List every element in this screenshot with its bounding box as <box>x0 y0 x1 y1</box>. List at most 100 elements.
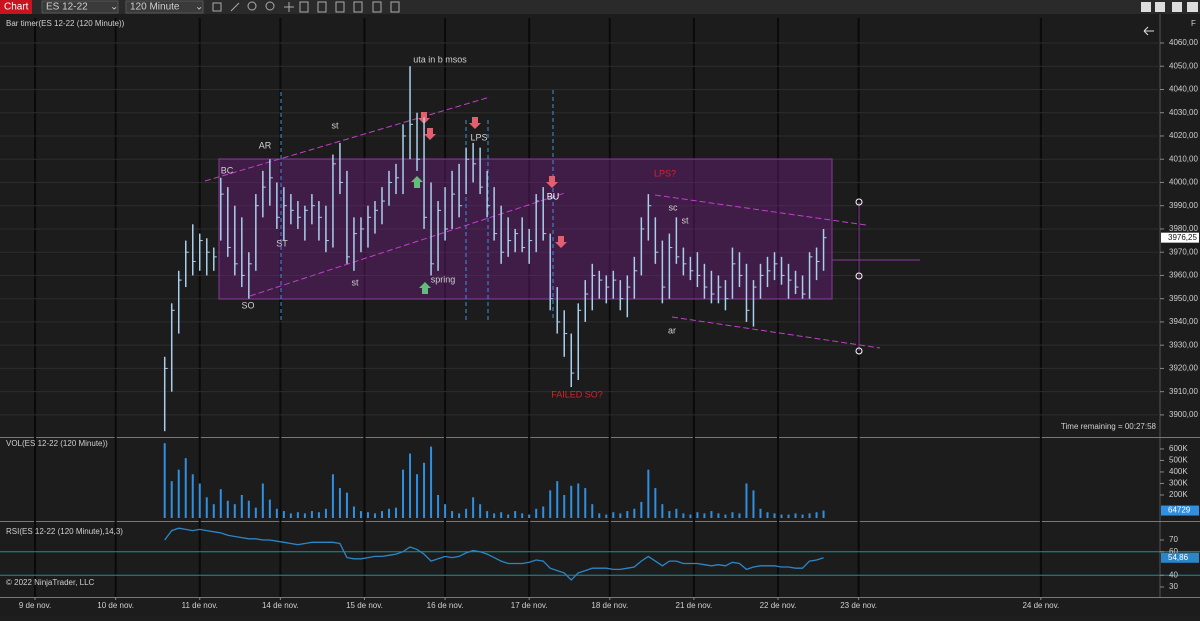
volume-bar <box>233 504 236 518</box>
anchor-point <box>855 347 863 355</box>
annotation: SO <box>241 300 254 310</box>
volume-bar <box>472 497 475 518</box>
instrument-label[interactable]: ES 12-22 <box>46 2 88 13</box>
tool-icons[interactable] <box>212 1 400 13</box>
volume-bar <box>682 513 685 518</box>
x-tick-label: 21 de nov. <box>676 601 713 610</box>
time-remaining: Time remaining = 00:27:58 <box>1061 422 1157 431</box>
trend-line <box>249 192 566 297</box>
volume-bar <box>444 504 447 518</box>
volume-bar <box>430 446 433 518</box>
current-value-label: 64729 <box>1168 506 1191 515</box>
interval-selector[interactable] <box>125 0 204 14</box>
volume-bar <box>514 511 517 518</box>
volume-bar <box>352 506 355 518</box>
trend-line <box>204 96 491 182</box>
volume-bar <box>212 504 215 518</box>
menu-button[interactable] <box>0 0 32 14</box>
current-value-box <box>1161 552 1199 563</box>
annotation: LPS? <box>654 168 676 178</box>
volume-bar <box>184 458 187 518</box>
tool-icon[interactable] <box>212 2 222 12</box>
volume-bar <box>177 469 180 518</box>
volume-bar <box>654 488 657 518</box>
buy-arrow <box>411 176 423 188</box>
volume-bar <box>787 514 790 518</box>
annotation: LPS <box>470 132 487 142</box>
close-button[interactable] <box>1187 2 1198 12</box>
tool-icon[interactable] <box>372 1 382 13</box>
volume-bar <box>465 508 468 518</box>
volume-bar <box>633 508 636 518</box>
volume-bar <box>619 513 622 518</box>
y-tick-label: 4010,00 <box>1169 154 1198 163</box>
volume-bar <box>591 504 594 518</box>
current-value-box <box>1161 232 1199 243</box>
volume-bar <box>556 481 559 518</box>
volume-bar <box>759 508 762 518</box>
volume-bar <box>409 453 412 518</box>
y-tick-label: 500K <box>1169 456 1188 465</box>
volume-bar <box>191 474 194 518</box>
volume-bar <box>261 483 264 518</box>
volume-bar <box>359 511 362 518</box>
dropdown-caret: ⌄ <box>195 2 203 13</box>
volume-bar <box>542 506 545 518</box>
minimize-button[interactable] <box>1141 2 1151 12</box>
x-tick-label: 23 de nov. <box>840 601 877 610</box>
instrument-selector[interactable] <box>41 0 119 14</box>
tool-icon[interactable] <box>335 1 345 13</box>
current-value-box <box>1161 505 1199 516</box>
volume-bar <box>458 513 461 518</box>
volume-bar <box>535 508 538 518</box>
tool-icon[interactable] <box>317 1 327 13</box>
y-tick-label: 40 <box>1169 570 1178 579</box>
volume-bar <box>296 512 299 518</box>
tool-icon[interactable] <box>299 1 309 13</box>
tool-icon[interactable] <box>390 1 400 13</box>
restore-button[interactable] <box>1172 2 1182 12</box>
copyright: © 2022 NinjaTrader, LLC <box>6 578 95 587</box>
tool-icon[interactable] <box>284 2 294 12</box>
volume-bar <box>486 511 489 518</box>
volume-bar <box>717 513 720 518</box>
tool-icon[interactable] <box>247 1 257 11</box>
menu-label[interactable]: Chart <box>4 2 29 13</box>
volume-bar <box>801 514 804 518</box>
volume-bar <box>745 483 748 518</box>
x-tick-label: 17 de nov. <box>511 601 548 610</box>
volume-bar <box>380 511 383 518</box>
interval-label[interactable]: 120 Minute <box>130 2 180 13</box>
tool-icon[interactable] <box>353 1 363 13</box>
panel-toggle[interactable]: F <box>1191 19 1196 28</box>
volume-bar <box>247 500 250 518</box>
volume-bar <box>423 462 426 518</box>
trend-line <box>671 316 881 349</box>
volume-bar <box>275 508 278 518</box>
tool-icon[interactable] <box>265 1 275 11</box>
back-arrow[interactable] <box>1143 26 1154 36</box>
volume-bar <box>738 513 741 518</box>
sell-arrow <box>546 176 558 188</box>
volume-bar <box>808 513 811 518</box>
tool-icon[interactable] <box>230 2 240 12</box>
annotation: st <box>681 215 689 225</box>
volume-bar <box>521 513 524 518</box>
annotation: st <box>351 277 359 287</box>
dropdown-caret: ⌄ <box>110 2 118 13</box>
volume-bar <box>282 511 285 518</box>
current-value-label: 54,86 <box>1168 553 1189 562</box>
y-tick-label: 200K <box>1169 490 1188 499</box>
sell-arrow <box>469 117 481 129</box>
volume-bar <box>479 504 482 518</box>
maximize-button[interactable] <box>1155 2 1165 12</box>
volume-bar <box>563 494 566 518</box>
range-box <box>218 158 833 300</box>
buy-arrow <box>419 282 431 294</box>
volume-bar <box>731 512 734 518</box>
volume-bar <box>794 513 797 518</box>
annotation: ar <box>668 325 676 335</box>
volume-bar <box>163 443 166 518</box>
volume-bar <box>373 513 376 518</box>
